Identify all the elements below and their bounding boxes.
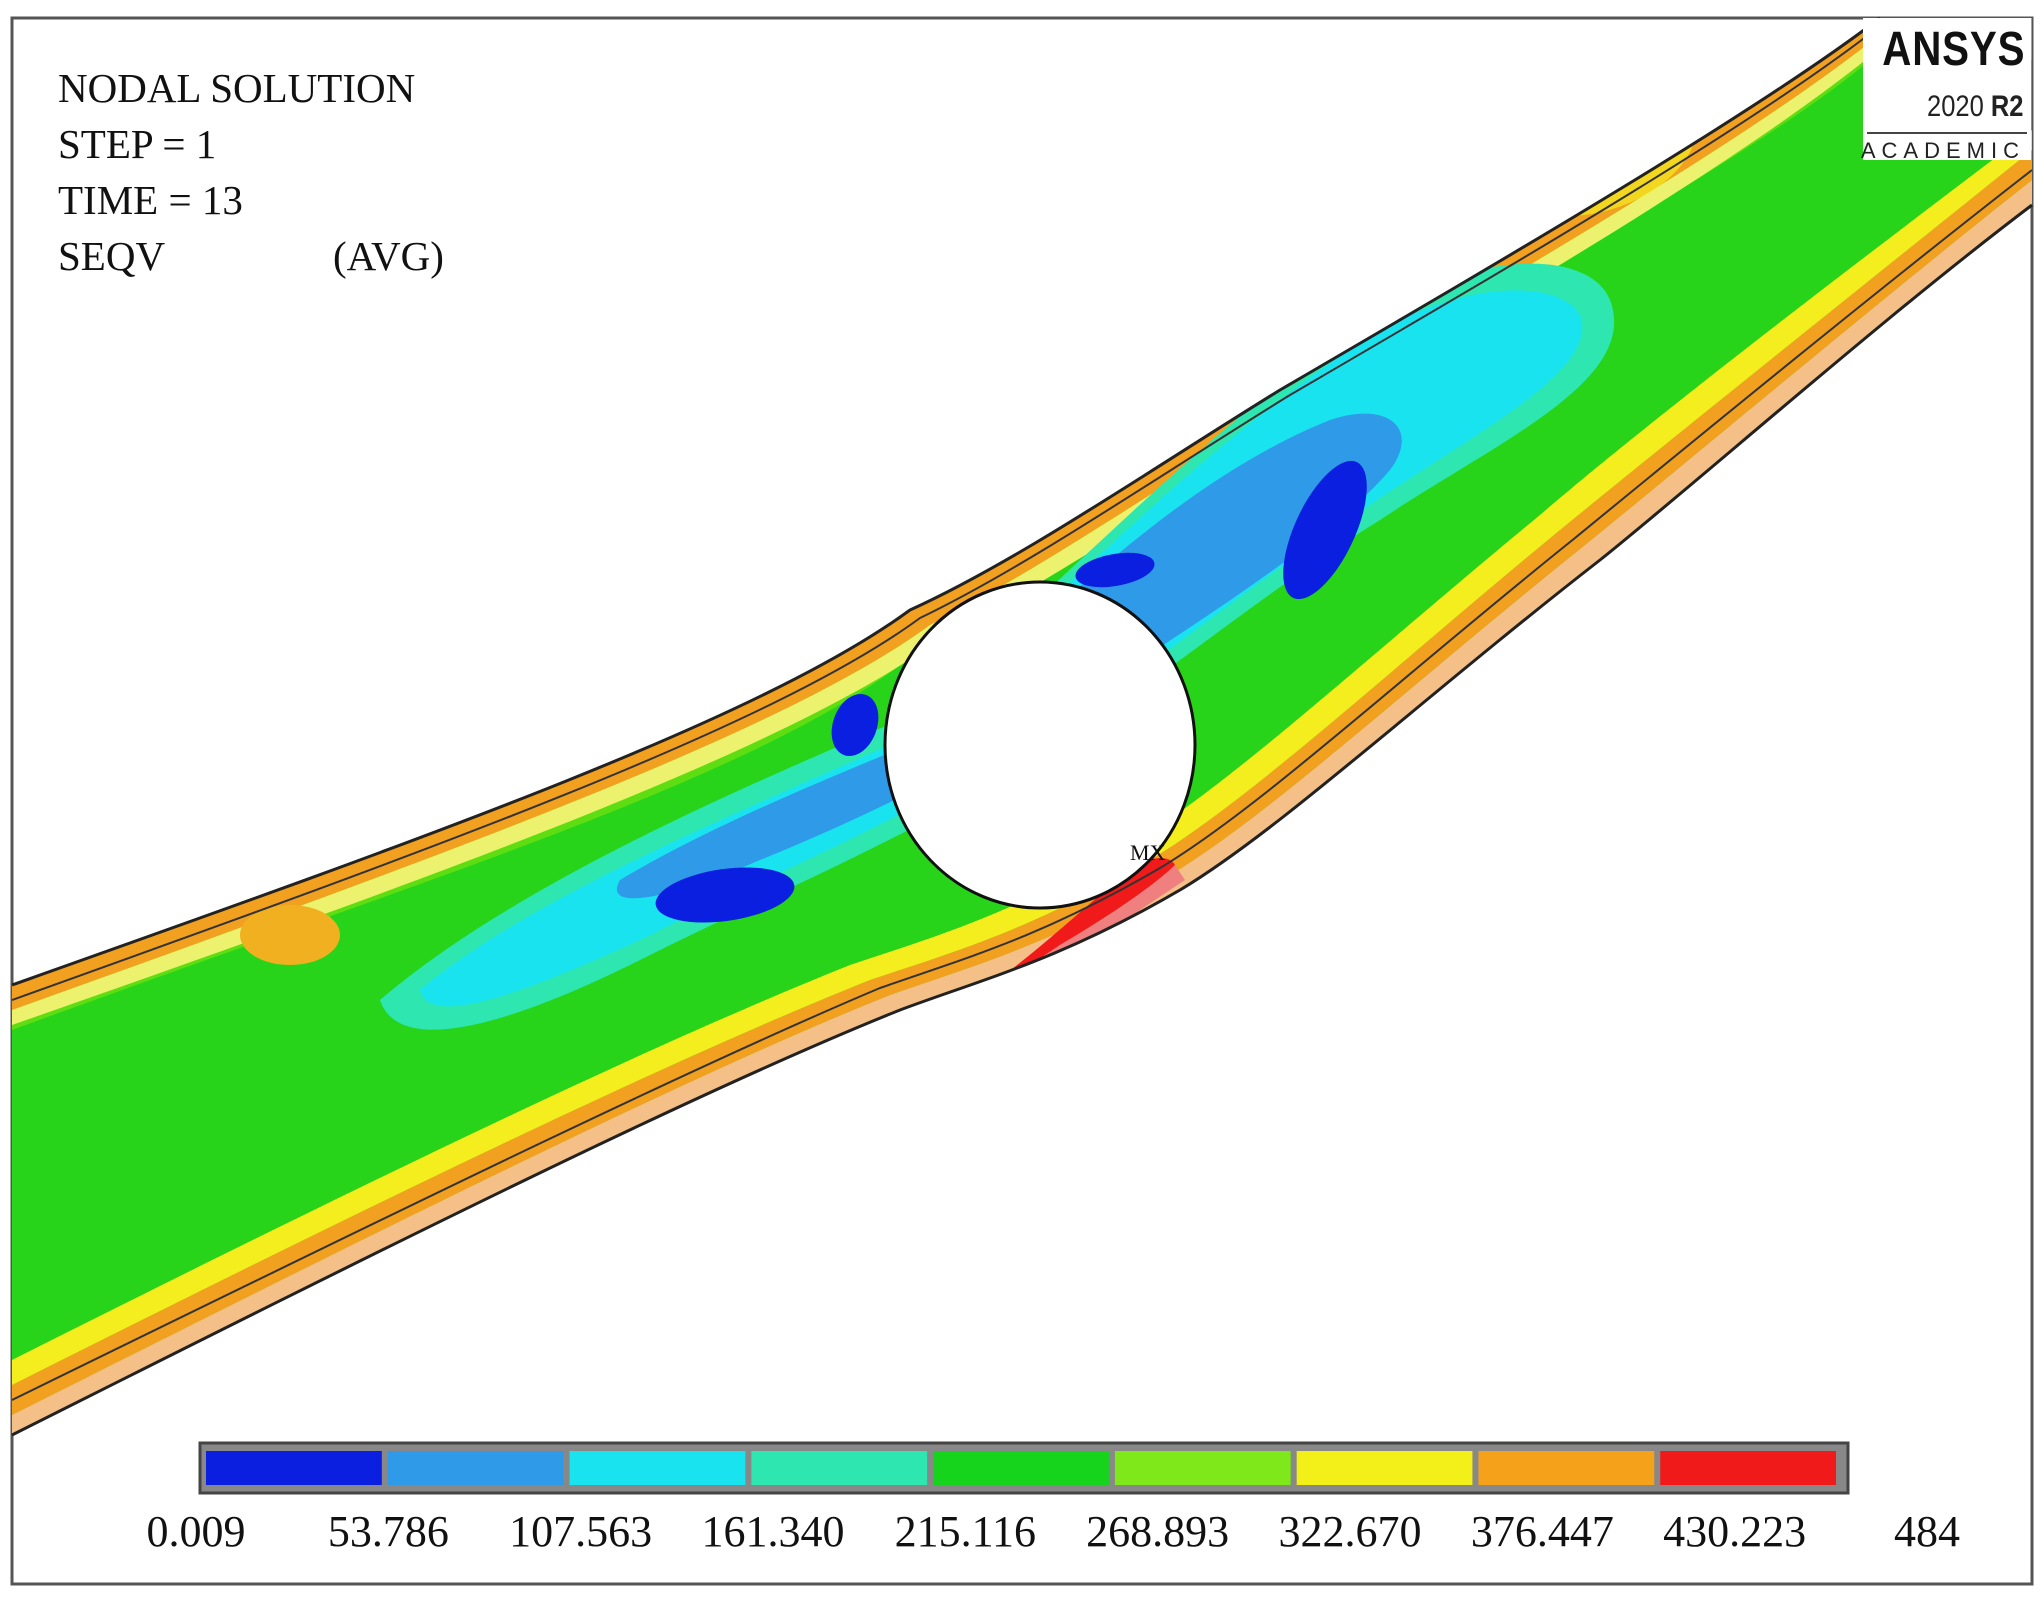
legend-tick-label: 107.563 [509, 1507, 653, 1556]
legend-tick-label: 268.893 [1086, 1507, 1230, 1556]
legend-swatch [933, 1451, 1109, 1485]
time-label: TIME = 13 [58, 177, 243, 223]
legend-swatch [1478, 1451, 1655, 1485]
circular-hole [883, 580, 1197, 910]
legend-tick-label: 53.786 [327, 1507, 449, 1556]
logo-name: ANSYS [1881, 23, 2025, 76]
legend-swatch [387, 1451, 564, 1485]
legend-swatch [1660, 1451, 1836, 1485]
legend-tick-label: 0.009 [146, 1507, 246, 1556]
legend-swatch [751, 1451, 928, 1485]
step-label: STEP = 1 [58, 121, 217, 167]
contour-band-blue [655, 867, 795, 923]
legend-tick-label: 484 [1894, 1507, 1960, 1556]
legend-swatch [569, 1451, 746, 1485]
legend-tick-label: 322.670 [1278, 1507, 1422, 1556]
max-marker-label: MX [1130, 840, 1166, 865]
logo-edition: ACADEMIC [1860, 138, 2025, 163]
logo-divider [1867, 132, 2027, 134]
legend-swatch [1114, 1451, 1291, 1485]
averaging-label: (AVG) [333, 233, 444, 279]
legend-swatch [206, 1451, 382, 1485]
legend-tick-label: 215.116 [894, 1507, 1037, 1556]
legend-color-bar [198, 1441, 1850, 1495]
stress-type-label: SEQV [58, 233, 166, 279]
legend-tick-label: 430.223 [1663, 1507, 1807, 1556]
logo-version: 2020 R2 [1926, 90, 2023, 123]
legend-tick-label: 161.340 [701, 1507, 845, 1556]
legend-swatch [1296, 1451, 1473, 1485]
result-type-label: NODAL SOLUTION [58, 65, 416, 111]
ansys-logo: ANSYS 2020 R2 ACADEMIC [1861, 18, 2031, 163]
legend-tick-label: 376.447 [1470, 1507, 1614, 1556]
